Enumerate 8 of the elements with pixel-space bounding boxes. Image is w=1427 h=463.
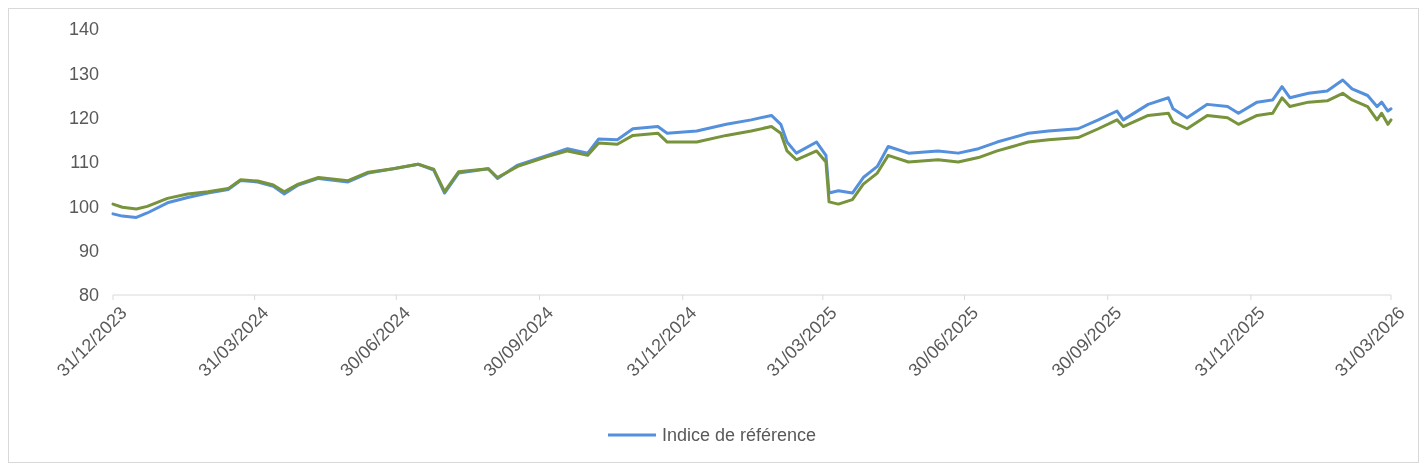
legend-label: Indice de référence [662,425,817,446]
y-tick-label: 100 [68,196,99,217]
y-tick-label: 120 [68,107,99,128]
y-tick-label: 130 [68,63,99,84]
y-tick-label: 90 [78,240,99,261]
y-tick-label: 80 [78,285,99,306]
y-tick-label: 140 [68,19,99,40]
y-tick-label: 110 [70,152,99,173]
